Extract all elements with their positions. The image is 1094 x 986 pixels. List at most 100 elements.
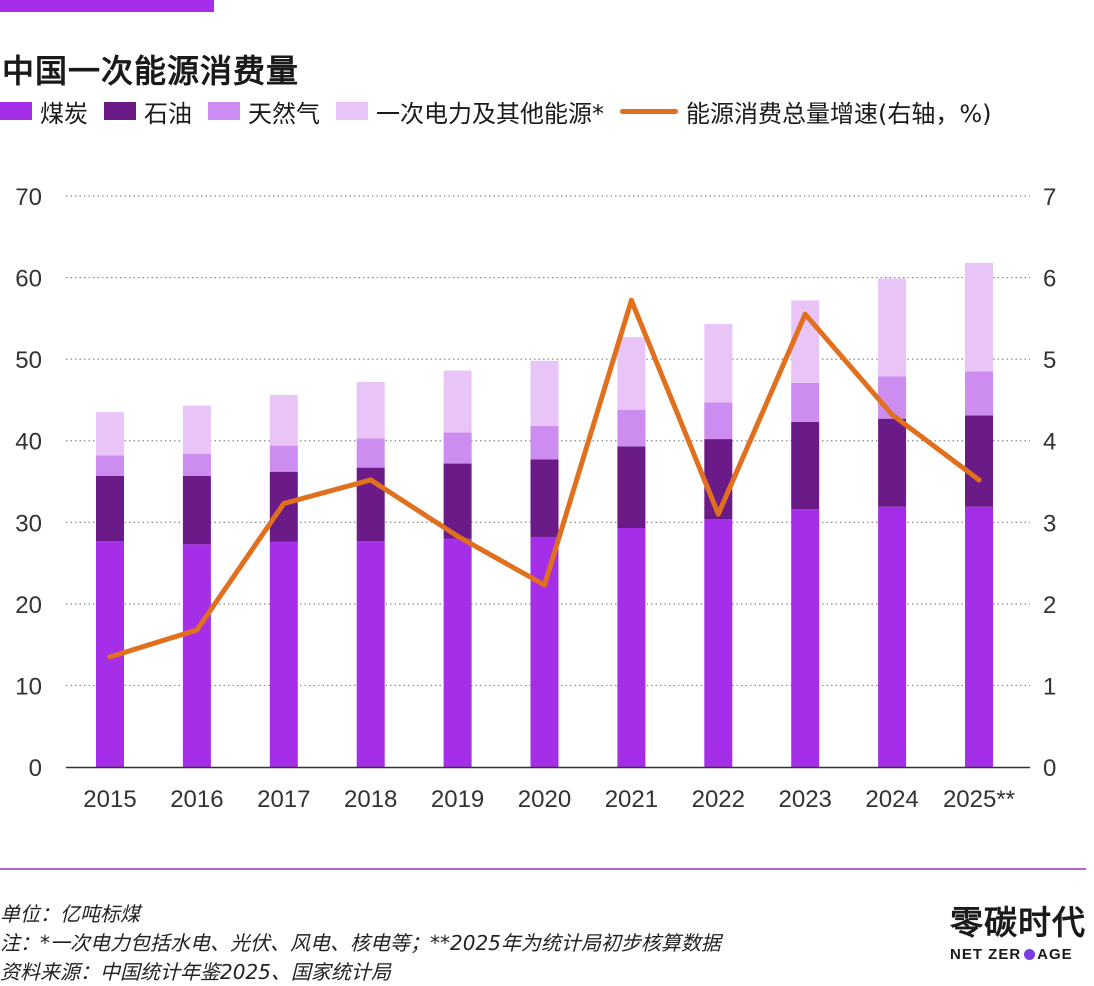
bar-coal <box>878 506 907 767</box>
y-tick-label-right: 3 <box>1043 510 1056 537</box>
legend-swatch-coal <box>0 102 32 120</box>
bar-oil <box>878 418 907 507</box>
y-tick-label-right: 1 <box>1043 673 1056 700</box>
bar-gas <box>269 445 298 472</box>
bar-oil <box>965 415 993 507</box>
bar-coal <box>617 527 646 767</box>
y-tick-label-left: 60 <box>15 266 42 293</box>
bar-gas <box>617 409 646 447</box>
bar-primary_electricity <box>530 360 559 427</box>
bar-gas <box>791 382 820 422</box>
legend-label-oil: 石油 <box>144 99 192 128</box>
y-tick-label-left: 10 <box>15 673 42 700</box>
x-tick-label: 2020 <box>518 786 571 813</box>
y-tick-label-left: 20 <box>15 592 42 619</box>
bar-coal <box>182 544 211 767</box>
accent-bar <box>0 0 214 12</box>
x-tick-label: 2023 <box>779 786 832 813</box>
footnote-unit: 单位：亿吨标煤 <box>0 902 140 926</box>
bar-gas <box>530 426 559 460</box>
y-tick-label-right: 6 <box>1043 266 1056 293</box>
x-tick-label: 2017 <box>257 786 310 813</box>
bar-primary_electricity <box>965 262 993 372</box>
legend-swatch-growth <box>620 108 678 114</box>
x-tick-label: 2018 <box>344 786 397 813</box>
legend-label-primary-electricity: 一次电力及其他能源* <box>376 99 604 128</box>
bar-oil <box>617 446 646 528</box>
legend-item-gas: 天然气 <box>208 94 320 129</box>
bar-primary_electricity <box>356 381 385 439</box>
bar-oil <box>443 463 472 539</box>
bar-gas <box>96 455 124 476</box>
growth-point <box>368 477 374 483</box>
x-tick-label: 2016 <box>170 786 223 813</box>
brand-name-cn: 零碳时代 <box>950 903 1086 942</box>
bar-oil <box>182 475 211 545</box>
brand-name-en-right: AGE <box>1037 946 1073 963</box>
bar-primary_electricity <box>704 324 733 403</box>
bar-gas <box>965 371 993 416</box>
bar-gas <box>704 402 733 440</box>
growth-point <box>889 412 895 418</box>
growth-point <box>715 511 721 517</box>
x-tick-label: 2021 <box>605 786 658 813</box>
x-tick-label: 2019 <box>431 786 484 813</box>
bar-coal <box>443 538 472 767</box>
chart-plot: 0 10 20 30 40 50 60 70 0 1 2 3 4 5 6 7 2015 2016 2017 2018 2… <box>15 184 1056 813</box>
y-tick-label-right: 0 <box>1043 755 1056 782</box>
bar-coal <box>791 509 820 767</box>
growth-point <box>455 533 461 539</box>
chart-title: 中国一次能源消费量 <box>2 52 300 90</box>
x-tick-label: 2015 <box>83 786 136 813</box>
bar-primary_electricity <box>269 395 298 446</box>
brand-logo: 零碳时代 NET ZER AGE <box>950 896 1090 963</box>
growth-point <box>281 501 287 507</box>
y-tick-label-left: 40 <box>15 429 42 456</box>
bar-primary_electricity <box>617 337 646 410</box>
bar-gas <box>182 453 211 476</box>
footnote-source: 资料来源：中国统计年鉴2025、国家统计局 <box>0 960 391 984</box>
growth-point <box>107 654 113 660</box>
bar-gas <box>356 438 385 468</box>
y-tick-label-left: 30 <box>15 510 42 537</box>
bar-gas <box>443 432 472 464</box>
growth-point <box>976 477 982 483</box>
y-tick-label-right: 7 <box>1043 184 1056 211</box>
bar-coal <box>356 541 385 767</box>
legend-item-primary-electricity: 一次电力及其他能源* <box>336 94 604 129</box>
bar-coal <box>269 541 298 767</box>
brand-name-en-left: NET ZER <box>950 946 1022 963</box>
growth-point <box>802 311 808 317</box>
brand-dot-icon <box>1024 949 1036 960</box>
bar-primary_electricity <box>878 278 907 377</box>
x-tick-label: 2025** <box>943 786 1015 813</box>
growth-point <box>194 627 200 633</box>
divider <box>0 868 1086 870</box>
brand-name-en: NET ZER AGE <box>950 946 1090 963</box>
legend-item-oil: 石油 <box>104 94 192 129</box>
x-tick-label: 2024 <box>865 786 918 813</box>
bar-primary_electricity <box>182 405 211 454</box>
legend: 煤炭 石油 天然气 一次电力及其他能源* 能源消费总量增速(右轴，%) <box>0 94 1008 128</box>
legend-label-growth: 能源消费总量增速(右轴，%) <box>686 99 992 128</box>
bar-oil <box>791 421 820 510</box>
y-tick-label-left: 70 <box>15 184 42 211</box>
bar-oil <box>530 459 559 537</box>
y-tick-label-left: 0 <box>29 755 42 782</box>
bar-primary_electricity <box>96 412 124 456</box>
bar-coal <box>965 506 993 767</box>
y-tick-label-right: 2 <box>1043 592 1056 619</box>
legend-swatch-gas <box>208 102 240 120</box>
bar-oil <box>704 439 733 520</box>
bar-coal <box>530 536 559 767</box>
y-tick-label-left: 50 <box>15 347 42 374</box>
legend-swatch-primary-electricity <box>336 102 368 120</box>
y-tick-label-right: 4 <box>1043 429 1056 456</box>
y-tick-label-right: 5 <box>1043 347 1056 374</box>
growth-point <box>542 582 547 588</box>
legend-swatch-oil <box>104 102 136 120</box>
footnote-note: 注：*一次电力包括水电、光伏、风电、核电等；**2025年为统计局初步核算数据 <box>0 931 721 955</box>
legend-item-coal: 煤炭 <box>0 94 88 129</box>
legend-label-gas: 天然气 <box>248 99 320 128</box>
bar-oil <box>96 475 124 542</box>
